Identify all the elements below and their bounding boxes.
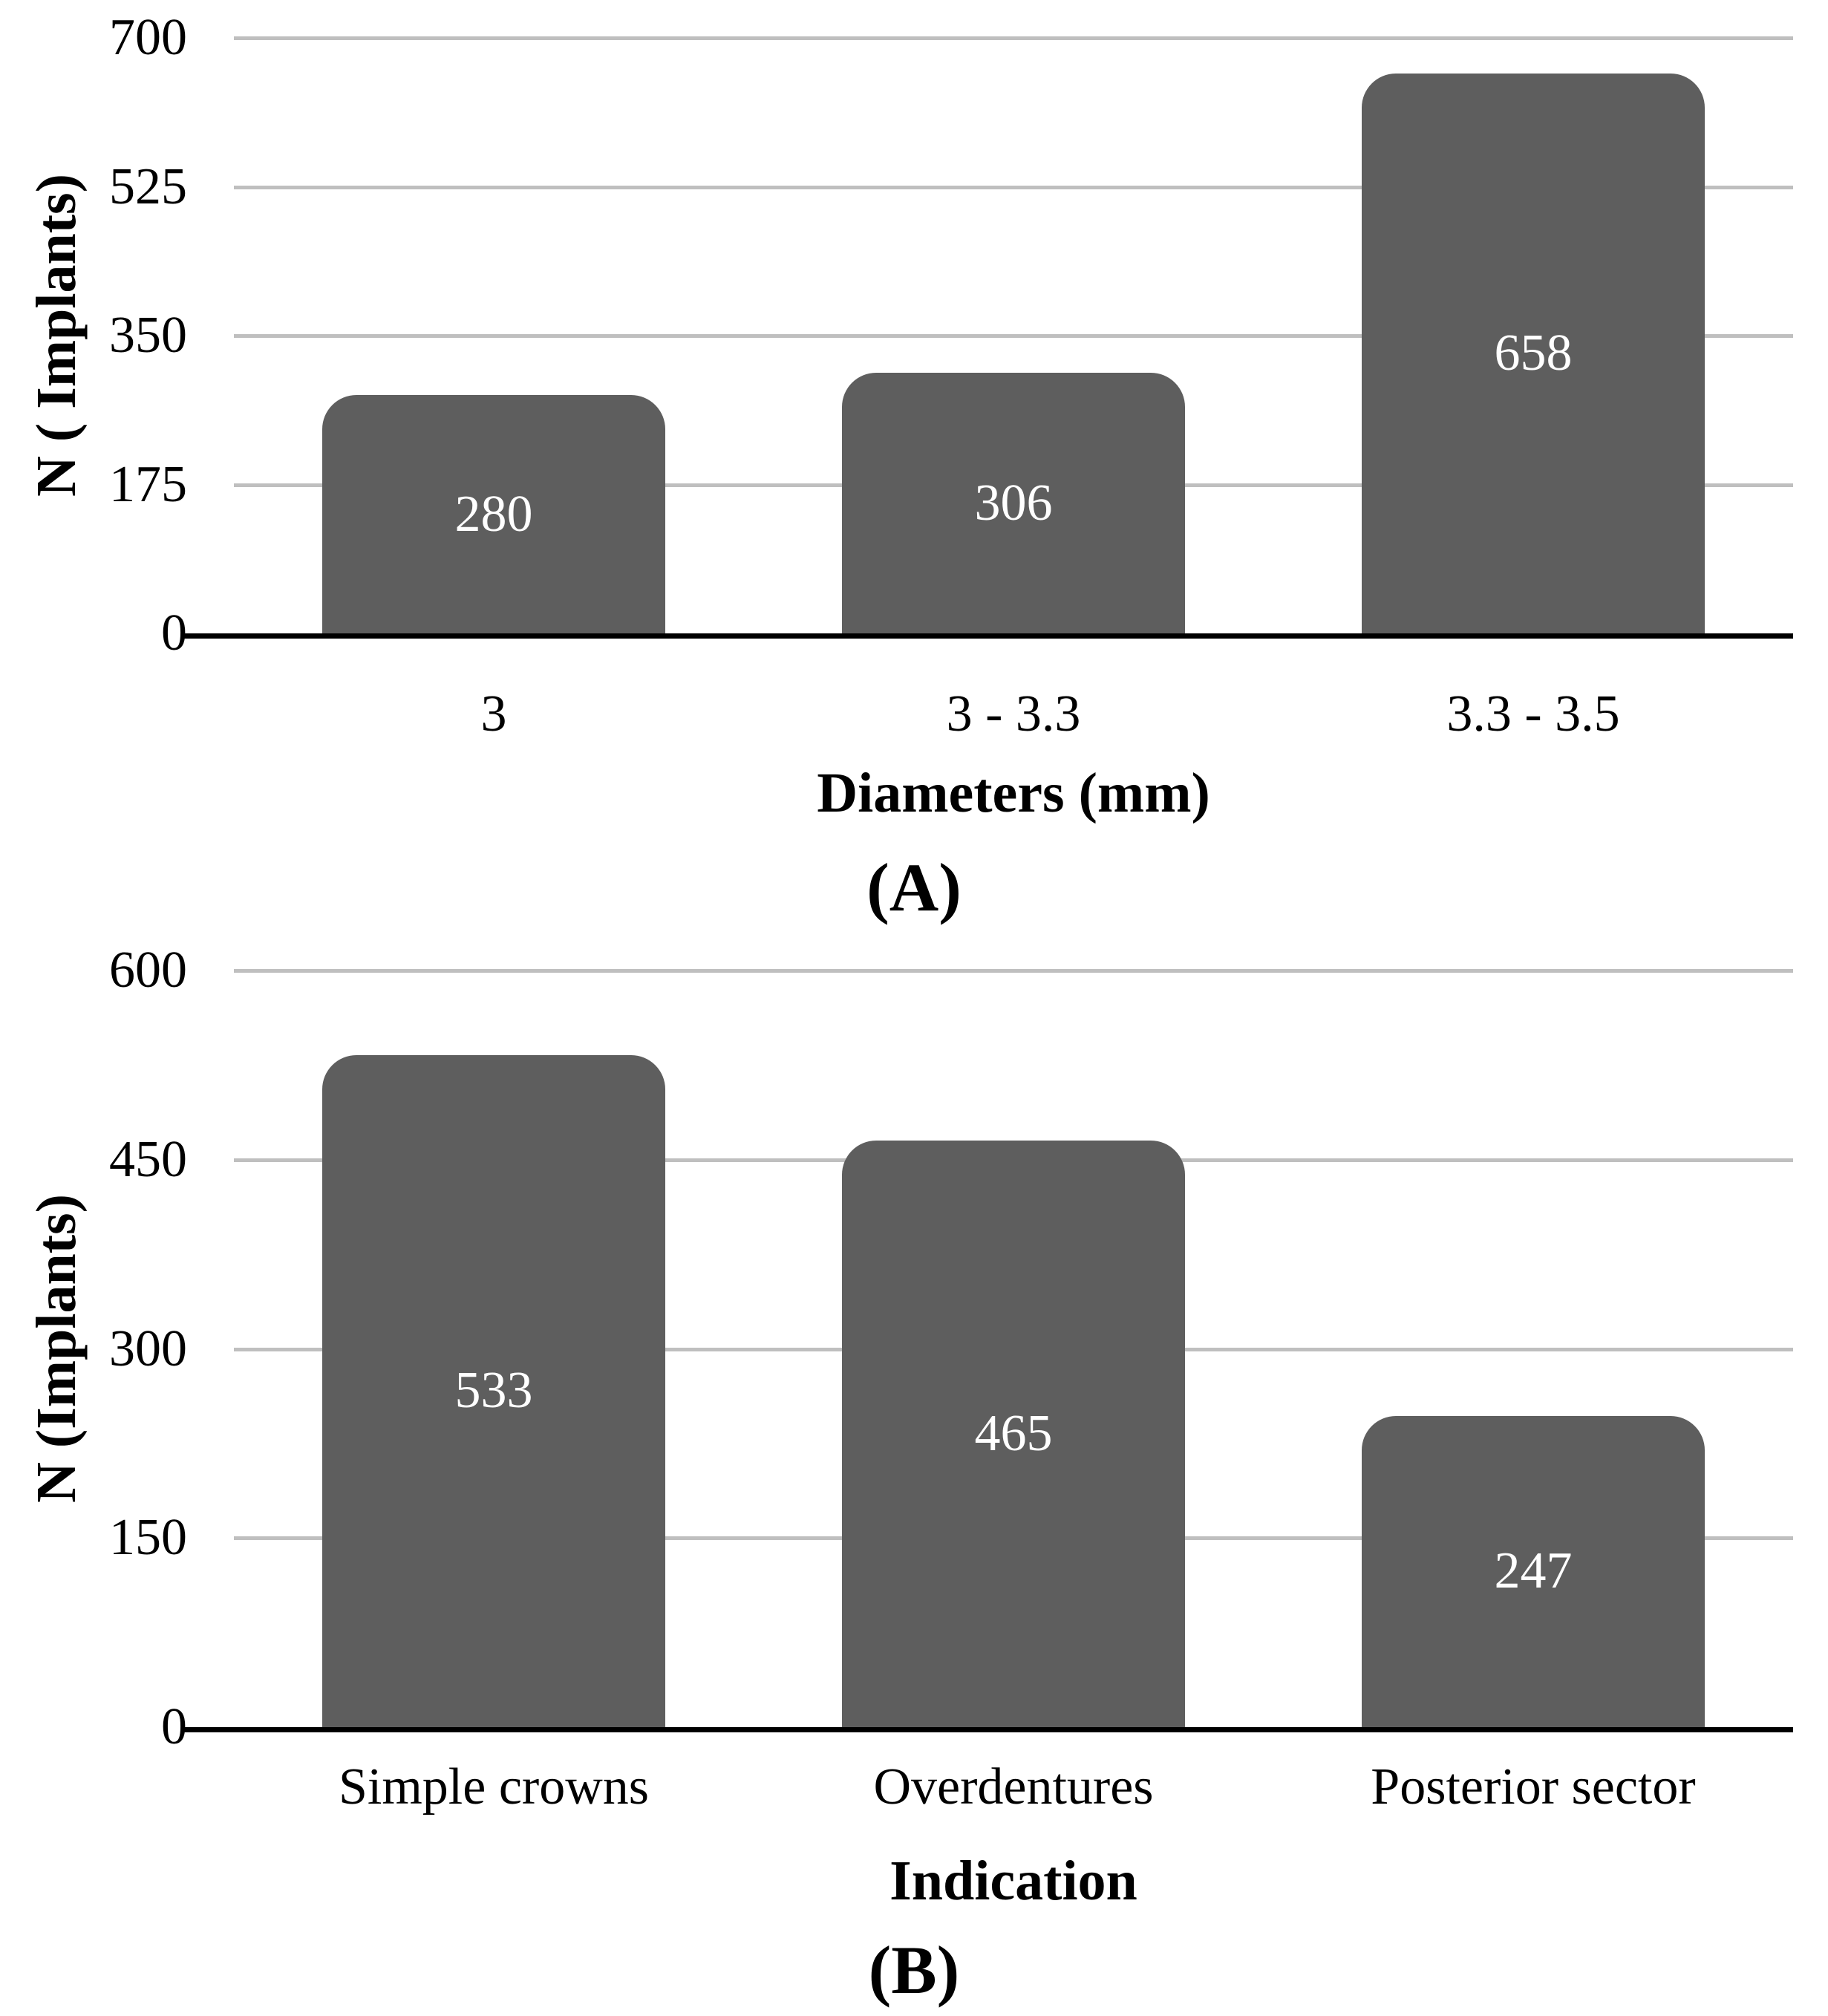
y-tick-label: 300 [109,1319,187,1377]
x-category-label: Posterior sector [1371,1758,1696,1816]
bar: 533 [322,1054,665,1727]
x-axis-title-b: Indication [889,1850,1137,1912]
y-axis-tick-labels-b: 0 150 300 450 600 [0,945,187,1753]
y-axis-tick-labels-a: 0 175 350 525 700 [0,12,187,659]
bar: 306 [842,373,1185,633]
bar-value-label: 533 [454,1362,533,1420]
y-tick-label: 350 [109,307,187,364]
bar-value-label: 247 [1494,1542,1573,1600]
bar-value-label: 465 [974,1405,1053,1463]
gridline [234,36,1793,40]
y-tick-label: 0 [161,604,187,662]
x-category-label: 3.3 - 3.5 [1446,685,1620,743]
y-tick-label: 175 [109,455,187,513]
gridline [234,185,1793,189]
plot-area-a: 280 306 658 [183,36,1793,639]
panel-label-a: (A) [866,849,962,925]
y-tick-label: 600 [109,942,187,999]
y-tick-label: 525 [109,157,187,215]
gridline [234,334,1793,338]
x-axis-category-labels-b: Simple crowns Overdentures Posterior secto… [234,1756,1793,1818]
bar: 658 [1362,74,1705,633]
x-axis-title-a: Diameters (mm) [817,762,1210,824]
x-category-label: 3 [480,685,507,743]
bar: 280 [322,395,665,633]
y-tick-label: 700 [109,9,187,66]
y-tick-label: 450 [109,1130,187,1188]
panel-b: N (Implants) 0 150 300 450 600 533 465 247 Sim… [0,945,1828,2016]
y-tick-label: 150 [109,1509,187,1567]
plot-area-b: 533 465 247 [183,969,1793,1732]
x-category-label: Simple crowns [338,1758,650,1816]
bar-value-label: 280 [454,485,533,543]
x-category-label: 3 - 3.3 [946,685,1081,743]
y-tick-label: 0 [161,1698,187,1755]
bar: 465 [842,1141,1185,1727]
bar-value-label: 306 [974,474,1053,532]
panel-label-b: (B) [868,1932,960,2008]
x-category-label: Overdentures [873,1758,1154,1816]
gridline [234,969,1793,973]
bar-value-label: 658 [1494,324,1573,382]
x-axis-category-labels-a: 3 3 - 3.3 3.3 - 3.5 [234,683,1793,746]
bar: 247 [1362,1415,1705,1727]
